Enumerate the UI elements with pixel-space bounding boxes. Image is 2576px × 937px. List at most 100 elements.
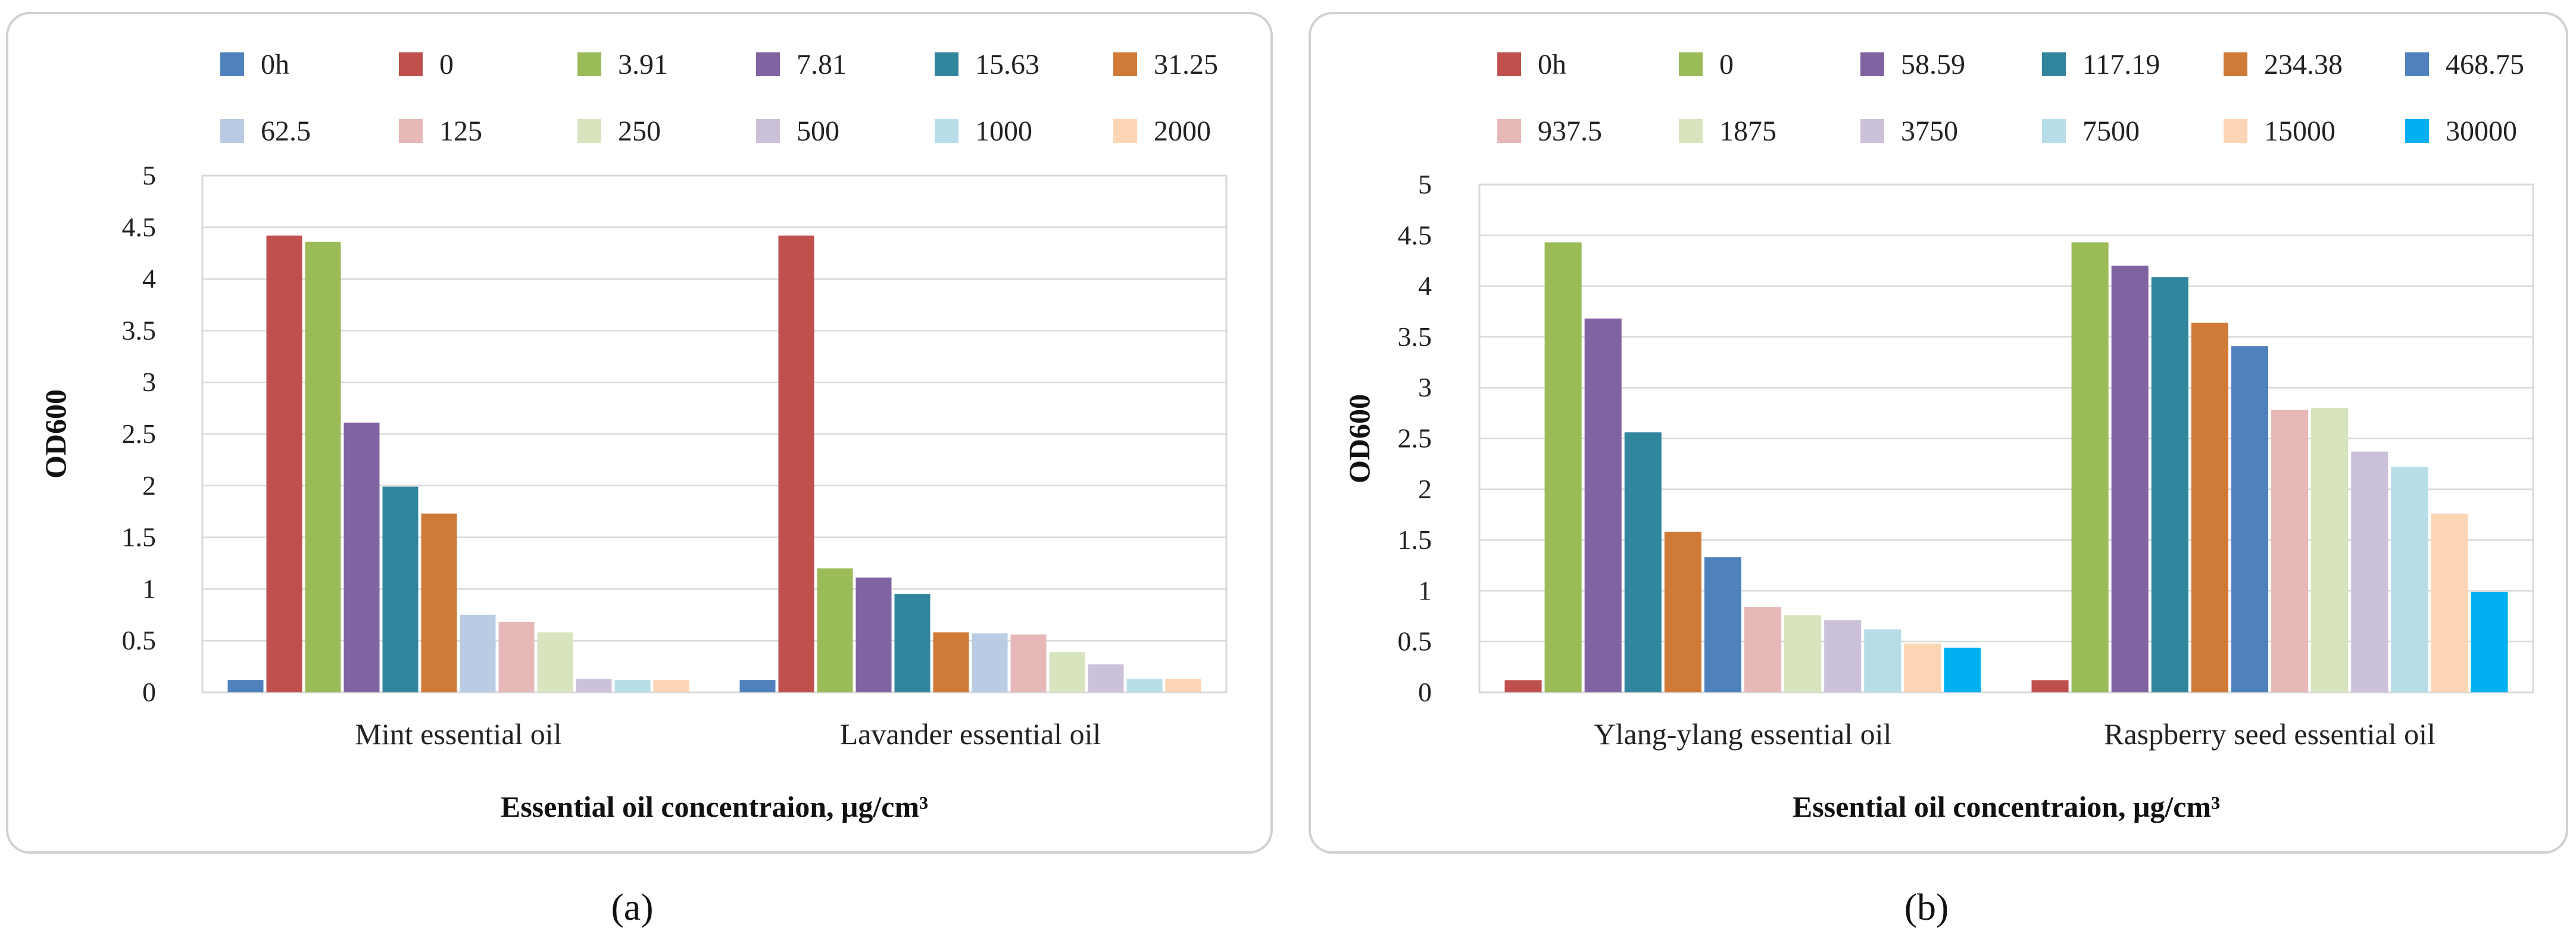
legend-swatch (1679, 52, 1703, 76)
legend-swatch (577, 119, 601, 143)
legend-swatch (1860, 119, 1884, 143)
bar: 3750: 0.71 (1824, 620, 1862, 692)
legend-item: 468.75 (2405, 49, 2524, 80)
legend-item: 3750 (1860, 115, 1958, 147)
bar: 125: 0.68 (498, 621, 535, 692)
y-tick-label: 0 (1418, 677, 1432, 707)
legend-swatch (399, 119, 423, 143)
legend-item: 500 (756, 115, 839, 147)
legend-swatch (2405, 119, 2429, 143)
legend-swatch (935, 52, 958, 76)
bar: 62.5: 0.75 (460, 614, 496, 692)
bar: 468.75: 3.41 (2231, 346, 2268, 692)
y-tick-label: 5 (1418, 169, 1432, 199)
legend-label: 7500 (2082, 115, 2140, 147)
bar: 0: 4.43 (2071, 242, 2109, 692)
legend-label: 125 (439, 115, 482, 147)
legend-item: 234.38 (2224, 49, 2343, 80)
bar: 0h: 0.12 (1504, 680, 1542, 692)
bar: 58.59: 4.2 (2111, 266, 2149, 693)
bar: 468.75: 1.33 (1704, 557, 1741, 692)
legend-swatch (935, 119, 958, 143)
bar: 7500: 0.62 (1864, 629, 1901, 692)
legend-label: 31.25 (1154, 49, 1218, 80)
legend-label: 1000 (975, 115, 1032, 147)
bar: 62.5: 0.57 (972, 633, 1008, 692)
legend-label: 0h (261, 49, 289, 80)
y-tick-label: 4 (142, 264, 156, 294)
legend-item: 7.81 (756, 49, 847, 80)
y-tick-label: 2 (142, 470, 156, 501)
y-tick-label: 3 (1418, 372, 1432, 402)
legend-swatch (1113, 52, 1137, 76)
y-tick-label: 1.5 (1398, 524, 1432, 555)
legend-label: 0 (1719, 49, 1734, 80)
legend-swatch (2042, 52, 2066, 76)
legend-swatch (220, 52, 244, 76)
y-tick-label: 0.5 (1398, 626, 1432, 657)
x-category-label: Raspberry seed essential oil (2104, 717, 2436, 751)
legend-label: 500 (797, 115, 839, 147)
bar: 30000: 0.99 (2471, 592, 2508, 692)
chart-panel-a: 00.511.522.533.544.550h: 0.120: 4.423.91… (6, 12, 1273, 928)
bar: 7500: 2.22 (2391, 467, 2428, 692)
legend-swatch (756, 52, 780, 76)
legend-item: 31.25 (1113, 49, 1218, 80)
legend-item: 125 (399, 115, 482, 147)
plot-area (201, 174, 1228, 694)
legend-label: 3.91 (618, 49, 668, 80)
bar: 15000: 0.48 (1904, 644, 1941, 692)
bar: 3.91: 4.36 (305, 242, 341, 692)
legend-swatch (577, 52, 601, 76)
y-tick-label: 1 (1418, 575, 1432, 605)
bar: 7.81: 1.11 (855, 577, 892, 692)
bar: 0: 4.42 (266, 235, 302, 692)
x-axis-title: Essential oil concentraion, μg/cm³ (1793, 790, 2220, 823)
bar: 937.5: 2.78 (2271, 410, 2309, 692)
legend-label: 2000 (1154, 115, 1211, 147)
bar: 31.25: 0.58 (933, 632, 969, 692)
bar: 58.59: 3.68 (1584, 318, 1622, 692)
bar: 15000: 1.76 (2431, 513, 2468, 692)
y-tick-label: 0 (142, 677, 156, 707)
legend-label: 58.59 (1901, 49, 1965, 80)
y-tick-label: 2.5 (1398, 423, 1432, 454)
y-tick-label: 1.5 (122, 522, 157, 552)
legend-label: 3750 (1901, 115, 1958, 147)
y-tick-label: 1 (142, 573, 156, 604)
legend-label: 937.5 (1538, 115, 1602, 147)
legend-label: 30000 (2446, 115, 2517, 147)
legend-swatch (1113, 119, 1137, 143)
y-tick-label: 3 (142, 367, 156, 397)
legend-item: 0 (399, 49, 454, 80)
bar: 234.38: 1.58 (1664, 532, 1701, 692)
bar: 0h: 0.12 (739, 680, 776, 692)
bar: 1000: 0.12 (614, 680, 651, 692)
bar: 117.19: 4.09 (2151, 277, 2188, 693)
legend-item: 937.5 (1497, 115, 1602, 147)
legend-item: 0 (1679, 49, 1734, 80)
legend-item: 62.5 (220, 115, 311, 147)
legend-label: 1875 (1719, 115, 1776, 147)
y-axis-title: OD600 (39, 389, 72, 479)
bar: 30000: 0.44 (1944, 647, 1981, 692)
legend-swatch (2224, 119, 2247, 143)
legend-swatch (1860, 52, 1884, 76)
bar: 500: 0.27 (1088, 664, 1124, 692)
x-axis-title: Essential oil concentraion, μg/cm³ (501, 790, 928, 823)
legend-label: 62.5 (261, 115, 311, 147)
legend-swatch (1497, 119, 1521, 143)
bar: 2000: 0.12 (653, 680, 689, 692)
legend-label: 15.63 (975, 49, 1039, 80)
legend-label: 0 (439, 49, 454, 80)
legend-item: 1000 (935, 115, 1032, 147)
x-category-label: Mint essential oil (355, 717, 561, 751)
y-tick-label: 2 (1418, 474, 1432, 504)
chart-panel-b: 00.511.522.533.544.550h: 0.120: 4.4358.5… (1309, 12, 2568, 928)
legend-swatch (756, 119, 780, 143)
legend-swatch (2042, 119, 2066, 143)
legend-label: 250 (618, 115, 661, 147)
legend-item: 0h (1497, 49, 1566, 80)
bar: 15.63: 1.99 (382, 486, 419, 692)
y-tick-label: 4.5 (1398, 220, 1432, 250)
